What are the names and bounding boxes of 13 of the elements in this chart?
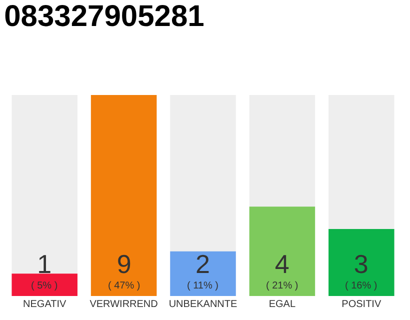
x-tick-label: NEGATIV [23,299,67,310]
data-label: 1 ( 5% ) [31,249,58,292]
chart-title: 083327905281 [4,0,204,33]
x-tick-label: POSITIV [342,299,382,310]
data-label: 2 ( 11% ) [187,249,218,292]
bar [170,251,236,296]
data-label: 4 ( 21% ) [266,249,298,292]
data-label: 9 ( 47% ) [108,249,140,292]
data-label: 3 ( 16% ) [345,249,378,292]
x-tick-label: UNBEKANNTE [168,299,238,310]
bar [12,274,78,296]
x-tick-label: EGAL [268,299,296,310]
x-tick-label: VERWIRREND [90,299,158,310]
